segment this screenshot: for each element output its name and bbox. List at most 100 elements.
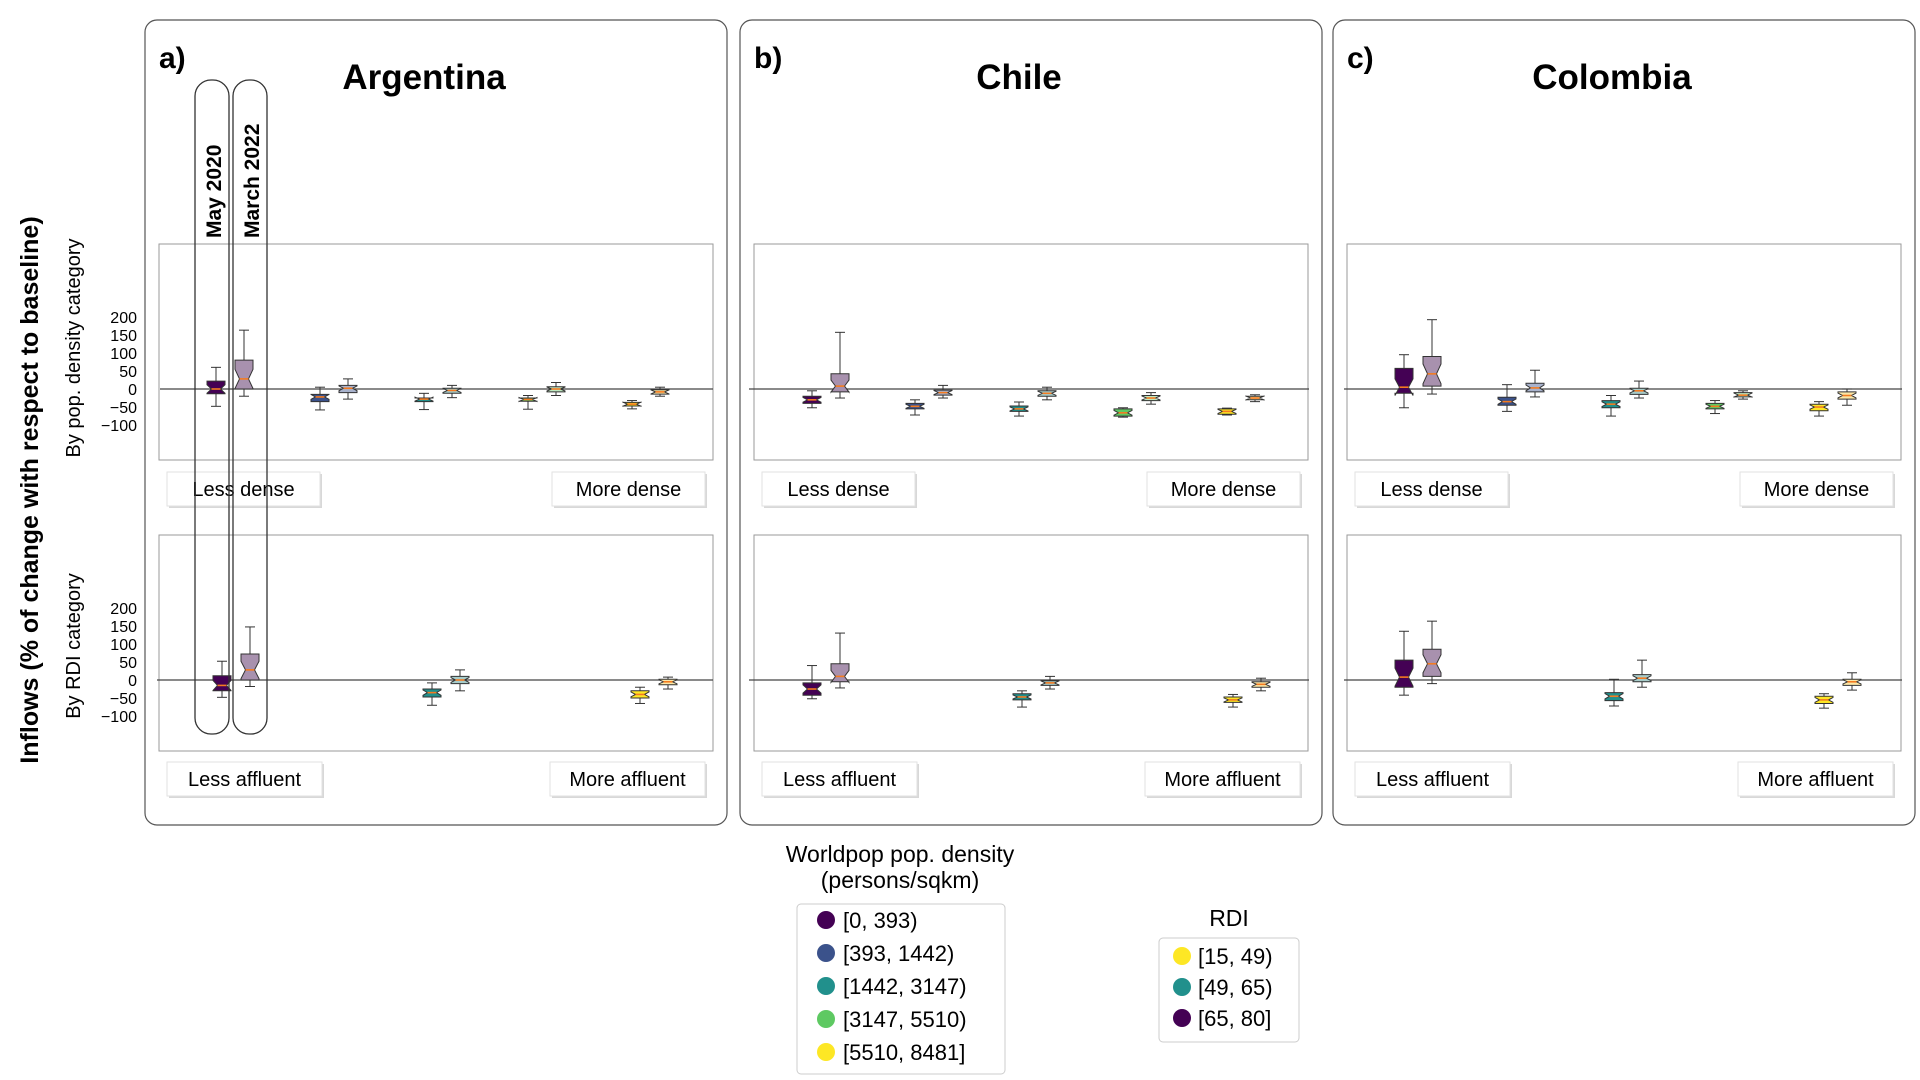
y-tick-label: −100 [101, 709, 137, 726]
density-legend-marker [817, 1010, 835, 1028]
box-density-3-0 [1705, 400, 1725, 415]
panel-label: c) [1347, 42, 1374, 75]
box-density-4-1 [650, 386, 670, 397]
subplot-frame [753, 534, 1309, 752]
box-rdi-2-0 [1814, 693, 1834, 709]
less-affluent-label: Less affluent [783, 769, 896, 791]
less-dense-label: Less dense [1380, 479, 1482, 501]
more-affluent-label-box [1737, 761, 1894, 797]
box-density-0-0 [1394, 354, 1414, 409]
box-density-1-0 [1497, 384, 1517, 412]
country-title: Colombia [1532, 58, 1692, 97]
y-tick-label: 0 [128, 673, 137, 690]
box-body [234, 359, 254, 390]
box-density-0-1 [1422, 319, 1442, 395]
y-tick-label: 150 [110, 619, 137, 636]
density-legend-item: [3147, 5510) [843, 1007, 967, 1032]
box-rdi-2-0 [1223, 693, 1243, 708]
more-dense-label-box [551, 471, 706, 507]
box-rdi-1-1 [450, 669, 470, 692]
density-legend-item: [0, 393) [843, 908, 918, 933]
panel-chile: b) Chile Less dense More dense Less affluent… [739, 19, 1323, 826]
less-dense-label-box [761, 471, 916, 507]
box-rdi-1-0 [1604, 678, 1624, 707]
density-legend-title-1: Worldpop pop. density [786, 841, 1015, 867]
more-affluent-label: More affluent [569, 769, 686, 791]
box-density-2-1 [1037, 386, 1057, 401]
main-ylabel: Inflows (% of change with respect to bas… [16, 216, 44, 763]
subplot-rdi: Less affluent More affluent [1344, 534, 1902, 798]
box-rdi-2-0 [630, 686, 650, 704]
country-title: Argentina [342, 58, 506, 97]
density-legend: Worldpop pop. density (persons/sqkm) [0,… [786, 841, 1015, 1075]
may-2020-label: May 2020 [203, 145, 226, 238]
subplot-frame [158, 534, 714, 752]
box-density-3-0 [1113, 407, 1133, 418]
panel-frame [739, 19, 1323, 826]
subplot-frame [1346, 534, 1902, 752]
less-affluent-label: Less affluent [188, 769, 301, 791]
box-density-4-1 [1245, 394, 1265, 403]
y-tick-label: 200 [110, 601, 137, 618]
y-tick-label: 100 [110, 346, 137, 363]
march-2022-label: March 2022 [241, 124, 264, 238]
box-rdi-2-1 [1842, 672, 1862, 691]
box-density-4-0 [1809, 401, 1829, 417]
box-density-1-0 [905, 399, 925, 416]
box-density-2-1 [442, 384, 462, 399]
box-density-0-1 [830, 331, 850, 399]
y-tick-label: −100 [101, 418, 137, 435]
box-density-4-0 [1217, 407, 1237, 416]
march-2022-frame [232, 79, 268, 735]
country-title: Chile [976, 58, 1062, 97]
more-dense-label: More dense [1764, 479, 1870, 501]
row-label-density: By pop. density category [63, 238, 85, 457]
less-dense-label-box [1354, 471, 1509, 507]
more-affluent-label-box [549, 761, 706, 797]
box-rdi-2-1 [1251, 677, 1271, 692]
rdi-legend-item: [15, 49) [1198, 944, 1273, 969]
box-rdi-0-0 [212, 660, 232, 698]
box-density-2-1 [1629, 380, 1649, 399]
more-dense-label: More dense [1171, 479, 1277, 501]
row-label-rdi: By RDI category [63, 573, 85, 719]
box-body [310, 393, 330, 403]
box-density-3-1 [546, 382, 566, 396]
y-tick-label: −50 [110, 400, 137, 417]
less-dense-label: Less dense [787, 479, 889, 501]
panel-colombia: c) Colombia Less dense More dense Less afflu… [1332, 19, 1916, 826]
panel-label: b) [754, 42, 782, 75]
box-density-3-0 [518, 394, 538, 410]
less-dense-label: Less dense [192, 479, 294, 501]
box-body [240, 653, 260, 681]
more-dense-label-box [1146, 471, 1301, 507]
box-body [830, 373, 850, 394]
y-tick-label: −50 [110, 691, 137, 708]
may-2020-frame [194, 79, 230, 735]
box-density-2-0 [1009, 401, 1029, 417]
y-tick-label: 200 [110, 310, 137, 327]
less-dense-label-box [166, 471, 321, 507]
box-body [830, 663, 850, 684]
main-y-axis-label: Inflows (% of change with respect to bas… [16, 216, 44, 763]
box-density-0-1 [234, 329, 254, 397]
box-density-0-0 [206, 366, 226, 407]
subplot-rdi: Less affluent More affluent [157, 534, 714, 798]
density-legend-marker [817, 944, 835, 962]
panel-argentina: a) Argentina Less dense More dense Less affl… [144, 19, 728, 826]
more-affluent-label: More affluent [1164, 769, 1281, 791]
subplot-density: Less dense More dense [749, 243, 1309, 508]
y-tick-label: 0 [128, 382, 137, 399]
box-density-1-1 [933, 384, 953, 399]
box-density-4-0 [622, 400, 642, 410]
subplot-rdi: Less affluent More affluent [749, 534, 1309, 798]
box-density-1-1 [1525, 369, 1545, 398]
box-rdi-0-1 [1422, 620, 1442, 685]
less-affluent-label-box [166, 761, 323, 797]
rdi-legend-marker [1173, 978, 1191, 996]
row-labels: By pop. density category By RDI category [63, 238, 85, 718]
y-tick-label: 150 [110, 328, 137, 345]
rdi-legend-marker [1173, 947, 1191, 965]
